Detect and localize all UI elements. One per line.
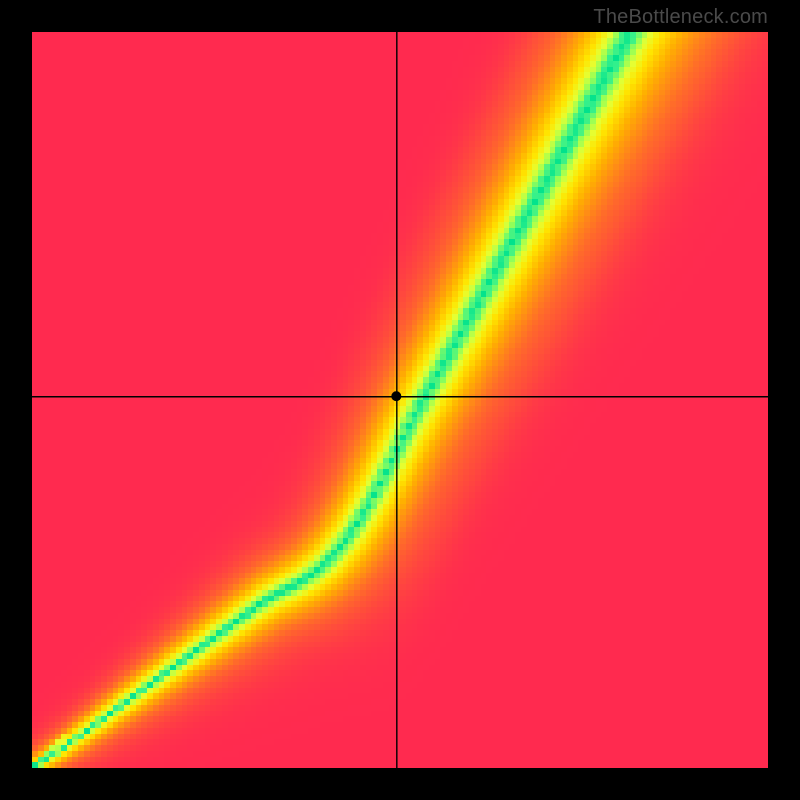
watermark-text: TheBottleneck.com: [593, 6, 768, 29]
overlay-canvas: [0, 0, 800, 800]
chart-container: TheBottleneck.com: [0, 0, 800, 800]
